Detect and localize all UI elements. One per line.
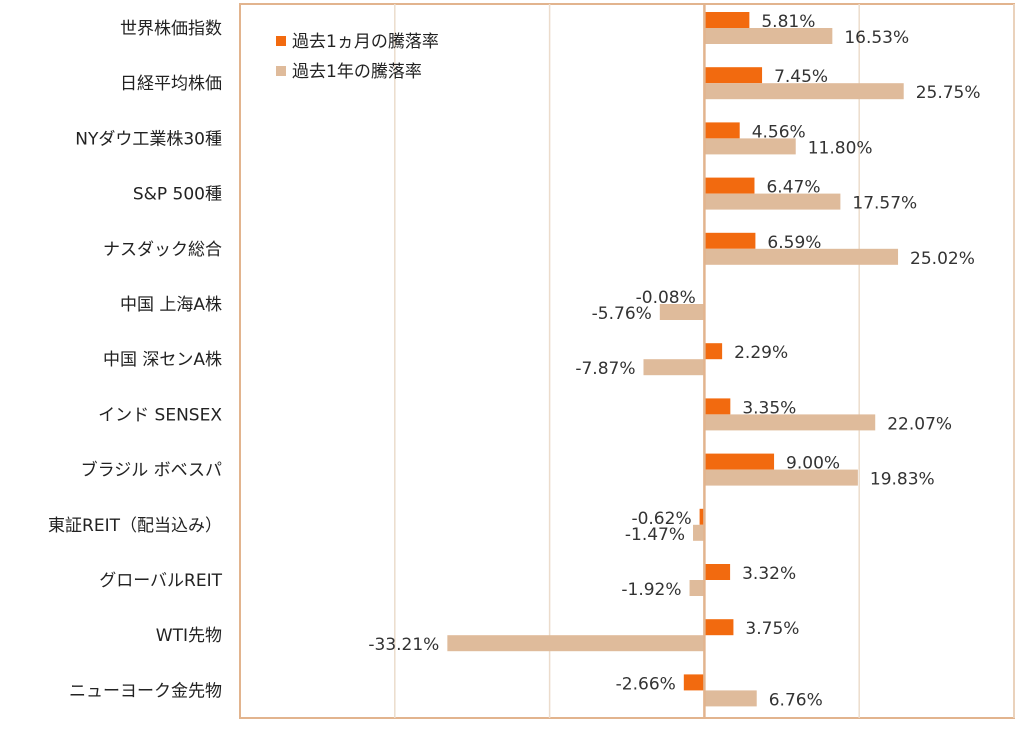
bar-yearly bbox=[704, 690, 757, 707]
value-label-monthly: 2.29% bbox=[734, 343, 788, 363]
value-label-monthly: 3.35% bbox=[742, 398, 796, 418]
value-label-monthly: 6.59% bbox=[767, 233, 821, 253]
bar-monthly bbox=[704, 177, 755, 194]
category-label: 世界株価指数 bbox=[120, 19, 222, 39]
value-label-yearly: 22.07% bbox=[887, 414, 952, 434]
value-label-yearly: 17.57% bbox=[852, 194, 917, 214]
value-label-yearly: -7.87% bbox=[575, 359, 635, 379]
category-label: 中国 上海A株 bbox=[120, 295, 222, 315]
legend-label-monthly: 過去1ヵ月の騰落率 bbox=[292, 32, 439, 52]
value-label-monthly: 7.45% bbox=[774, 67, 828, 87]
value-label-monthly: -2.66% bbox=[616, 674, 676, 694]
bar-yearly bbox=[704, 469, 858, 486]
category-label: グローバルREIT bbox=[99, 571, 222, 591]
category-label: ナスダック総合 bbox=[103, 240, 222, 260]
value-label-monthly: 4.56% bbox=[752, 122, 806, 142]
bar-yearly bbox=[447, 635, 705, 652]
bars bbox=[447, 12, 904, 707]
value-label-monthly: 9.00% bbox=[786, 454, 840, 474]
bar-yearly bbox=[693, 524, 705, 541]
legend: 過去1ヵ月の騰落率 過去1年の騰落率 bbox=[276, 32, 439, 82]
bar-monthly bbox=[699, 508, 705, 525]
value-label-yearly: -1.47% bbox=[625, 525, 685, 545]
category-label: ニューヨーク金先物 bbox=[69, 681, 222, 701]
value-label-monthly: -0.08% bbox=[636, 288, 696, 308]
value-labels: 5.81% 16.53% 7.45% 25.75% 4.56%11.80% 6.47% 17… bbox=[368, 12, 980, 710]
bar-yearly bbox=[704, 83, 904, 100]
bar-monthly bbox=[704, 619, 734, 636]
bar-monthly bbox=[704, 232, 756, 249]
value-label-yearly: 6.76% bbox=[769, 690, 823, 710]
bar-yearly bbox=[704, 138, 796, 155]
bar-yearly bbox=[704, 414, 876, 431]
bar-monthly bbox=[704, 343, 723, 360]
value-label-yearly: -1.92% bbox=[621, 580, 681, 600]
bar-monthly bbox=[704, 67, 763, 84]
bar-yearly bbox=[659, 304, 705, 320]
value-label-yearly: -5.76% bbox=[592, 304, 652, 324]
value-label-yearly: -33.21% bbox=[368, 635, 439, 655]
bar-monthly bbox=[704, 453, 775, 470]
value-label-monthly: 3.75% bbox=[745, 619, 799, 639]
category-label: 日経平均株価 bbox=[120, 74, 222, 94]
category-label: ブラジル ボベスパ bbox=[81, 460, 222, 481]
bar-monthly bbox=[704, 564, 731, 580]
category-label: S&P 500種 bbox=[133, 185, 222, 205]
bar-yearly bbox=[704, 28, 833, 44]
bar-monthly bbox=[704, 398, 731, 415]
legend-swatch-monthly bbox=[276, 36, 286, 46]
value-label-yearly: 16.53% bbox=[844, 28, 909, 48]
category-label: WTI先物 bbox=[156, 626, 222, 646]
legend-swatch-yearly bbox=[276, 66, 286, 76]
value-label-monthly: 6.47% bbox=[766, 178, 820, 198]
bar-yearly bbox=[704, 248, 899, 265]
value-label-yearly: 25.02% bbox=[910, 249, 975, 269]
value-label-monthly: 3.32% bbox=[742, 564, 796, 584]
bar-yearly bbox=[689, 580, 705, 596]
value-label-monthly: 5.81% bbox=[761, 12, 815, 32]
value-label-yearly: 25.75% bbox=[916, 83, 981, 103]
bar-monthly bbox=[704, 122, 740, 139]
category-label: NYダウ工業株30種 bbox=[75, 129, 222, 149]
value-label-yearly: 11.80% bbox=[808, 138, 873, 158]
category-label: 東証REIT（配当込み） bbox=[48, 516, 222, 536]
value-label-yearly: 19.83% bbox=[870, 470, 935, 490]
bar-monthly bbox=[683, 674, 705, 691]
bar-yearly bbox=[643, 359, 705, 376]
bar-yearly bbox=[704, 193, 841, 210]
category-label: インド SENSEX bbox=[98, 405, 222, 425]
gridlines bbox=[394, 4, 1015, 718]
legend-label-yearly: 過去1年の騰落率 bbox=[292, 62, 422, 82]
category-label: 中国 深センA株 bbox=[103, 350, 222, 370]
bar-monthly bbox=[704, 12, 750, 28]
value-label-monthly: -0.62% bbox=[631, 509, 691, 529]
